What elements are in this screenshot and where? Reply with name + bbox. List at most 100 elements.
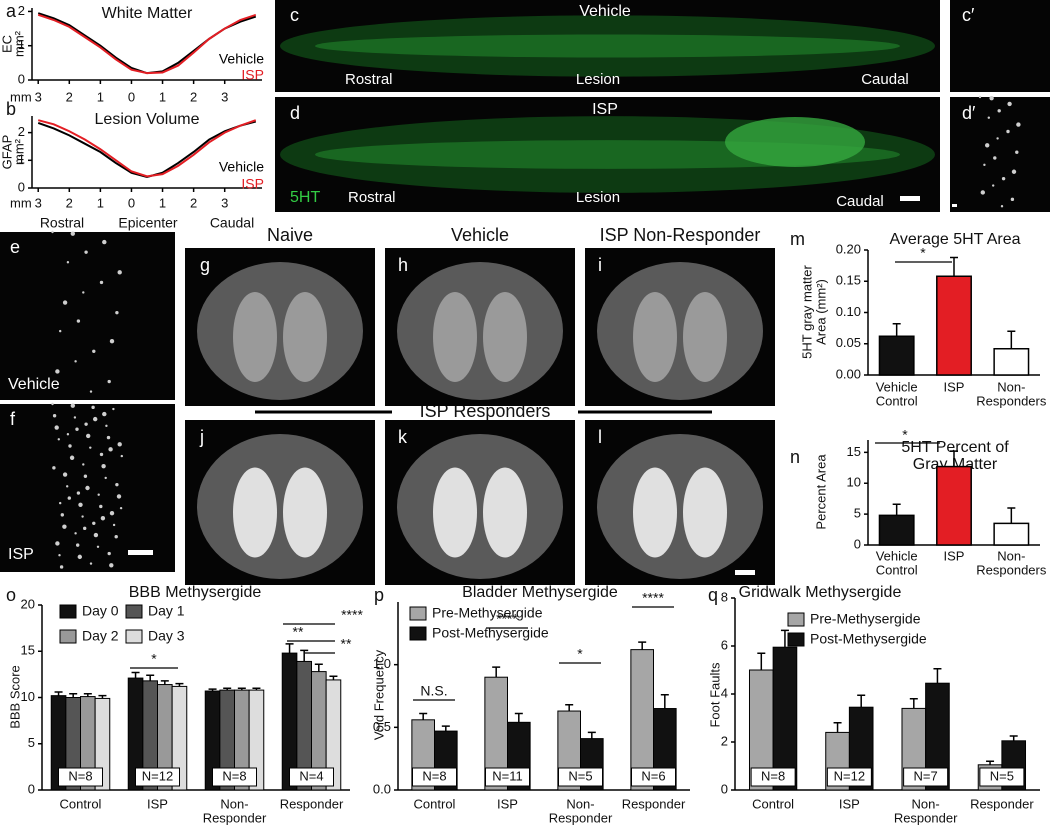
image-label: Rostral bbox=[345, 71, 393, 88]
fiber-signal bbox=[99, 504, 103, 509]
x-tick-label: Vehicle bbox=[876, 548, 918, 563]
x-tick-label: 0 bbox=[128, 195, 135, 210]
legend-label: Pre-Methysergide bbox=[432, 605, 543, 621]
fiber-signal bbox=[99, 452, 104, 457]
error-bar bbox=[252, 687, 261, 691]
fiber-signal bbox=[116, 494, 122, 499]
error-bar bbox=[780, 629, 789, 648]
fiber-signal bbox=[62, 472, 68, 477]
error-bar bbox=[565, 704, 574, 712]
fiber-signal bbox=[74, 532, 77, 535]
image-label: Rostral bbox=[348, 189, 396, 206]
micrograph bbox=[950, 0, 1050, 92]
fiber-signal bbox=[81, 515, 84, 518]
y-tick-label: 15 bbox=[847, 444, 861, 459]
n-label-box bbox=[979, 767, 1025, 787]
fiber-signal bbox=[92, 349, 96, 353]
n-label-box bbox=[412, 767, 457, 787]
bar bbox=[936, 465, 972, 546]
error-bar bbox=[514, 712, 523, 723]
legend-swatch bbox=[787, 632, 805, 647]
x-tick-label: 2 bbox=[190, 89, 197, 104]
fiber-signal bbox=[86, 433, 91, 439]
chart-title: Gray Matter bbox=[913, 456, 998, 473]
x-tick-label: 1 bbox=[97, 195, 104, 210]
n-label-box bbox=[289, 767, 334, 787]
fiber-signal bbox=[117, 270, 122, 275]
x-axis-unit: mm bbox=[10, 89, 32, 104]
fiber-signal bbox=[104, 476, 107, 480]
x-tick-label: 3 bbox=[221, 195, 228, 210]
scale-bar bbox=[952, 204, 957, 207]
significance-label: **** bbox=[642, 590, 664, 606]
panel-letter: q bbox=[708, 585, 718, 605]
fiber-signal bbox=[70, 231, 76, 236]
fiber-signal bbox=[76, 491, 81, 495]
chart-title: 5HT Percent of bbox=[901, 439, 1009, 456]
fiber-signal bbox=[115, 482, 119, 487]
y-tick-label: 0 bbox=[854, 536, 861, 551]
n-label-box bbox=[485, 767, 530, 787]
error-bar bbox=[638, 641, 647, 650]
n-label-box bbox=[631, 767, 676, 787]
y-tick-label: 2 bbox=[18, 3, 25, 18]
x-tick-label: Responder bbox=[203, 810, 267, 825]
y-tick-label: 4 bbox=[721, 685, 728, 700]
fiber-signal bbox=[112, 523, 116, 527]
error-bar bbox=[54, 691, 63, 696]
x-tick-label: Non- bbox=[997, 548, 1025, 563]
series-line bbox=[37, 119, 257, 178]
error-bar bbox=[300, 649, 309, 662]
fiber-signal bbox=[985, 143, 990, 148]
panel-letter: j bbox=[199, 427, 204, 447]
error-bar bbox=[69, 693, 78, 698]
region-label: Caudal bbox=[210, 215, 254, 231]
y-tick-label: 20 bbox=[21, 596, 35, 611]
fiber-signal bbox=[1010, 197, 1015, 202]
error-bar bbox=[1007, 330, 1016, 349]
y-tick-label: 2 bbox=[721, 733, 728, 748]
error-bar bbox=[223, 687, 232, 691]
image-label: Naive bbox=[267, 225, 313, 245]
fiber-signal bbox=[109, 563, 114, 568]
n-label: N=8 bbox=[68, 768, 92, 783]
n-label-box bbox=[826, 767, 872, 787]
fiber-signal bbox=[1015, 150, 1019, 154]
error-bar bbox=[933, 668, 942, 684]
fiber-signal bbox=[60, 513, 64, 517]
x-tick-label: 2 bbox=[66, 89, 73, 104]
fiber-signal bbox=[76, 543, 80, 547]
fiber-signal bbox=[1007, 101, 1012, 107]
legend-swatch bbox=[59, 604, 77, 619]
fiber-signal bbox=[68, 444, 72, 448]
legend-label: ISP bbox=[241, 176, 264, 192]
error-bar bbox=[587, 731, 596, 739]
fiber-signal bbox=[114, 535, 118, 539]
fiber-signal bbox=[91, 405, 95, 410]
fiber-signal bbox=[83, 526, 87, 531]
error-bar bbox=[892, 503, 901, 516]
gray-matter bbox=[483, 467, 527, 558]
image-label: Vehicle bbox=[8, 376, 60, 393]
fiber-signal bbox=[77, 554, 83, 560]
fiber-signal bbox=[996, 137, 999, 140]
legend-label: Post-Methysergide bbox=[432, 625, 549, 641]
fiber-signal bbox=[992, 184, 995, 187]
fiber-signal bbox=[993, 156, 997, 160]
y-axis-label: BBB Score bbox=[7, 665, 22, 729]
fiber-signal bbox=[987, 116, 990, 119]
n-label-box bbox=[135, 767, 180, 787]
x-tick-label: 1 bbox=[159, 89, 166, 104]
fiber-signal bbox=[59, 501, 62, 505]
x-tick-label: 2 bbox=[66, 195, 73, 210]
y-tick-label: 0.20 bbox=[836, 241, 861, 256]
fiber-signal bbox=[106, 435, 111, 440]
fiber-signal bbox=[84, 250, 88, 254]
fiber-signal bbox=[989, 95, 994, 101]
x-tick-label: Control bbox=[876, 393, 918, 408]
fiber-signal bbox=[109, 339, 115, 344]
micrograph bbox=[0, 232, 175, 400]
fiber-signal bbox=[82, 291, 85, 294]
image-label: ISP Non-Responder bbox=[600, 225, 761, 245]
fiber-signal bbox=[107, 551, 111, 556]
